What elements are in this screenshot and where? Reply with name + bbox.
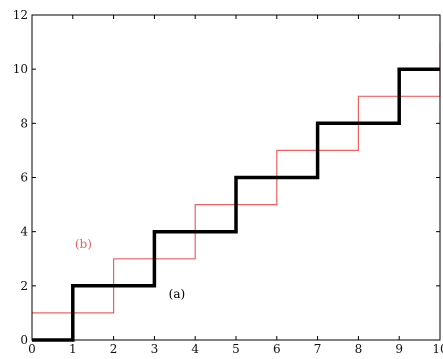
annotation-b: (b) <box>75 237 92 251</box>
x-tick-label: 9 <box>395 342 403 354</box>
y-tick-label: 8 <box>20 116 28 130</box>
x-tick-label: 4 <box>191 342 199 354</box>
y-tick-label: 12 <box>13 8 28 22</box>
x-tick-label: 3 <box>151 342 159 354</box>
annotations-layer: (a) (b) <box>75 237 185 301</box>
x-tick-label: 5 <box>232 342 240 354</box>
annotation-a: (a) <box>169 287 186 301</box>
x-tick-label: 1 <box>69 342 77 354</box>
x-tick-label: 7 <box>314 342 322 354</box>
x-tick-label: 8 <box>355 342 363 354</box>
y-tick-label: 6 <box>20 171 28 185</box>
x-tick-label: 10 <box>432 342 443 354</box>
ticks-layer: 012345678910024681012 <box>13 8 443 356</box>
y-tick-label: 2 <box>20 279 28 293</box>
series-line-a <box>32 67 440 342</box>
y-tick-label: 4 <box>20 225 28 239</box>
y-tick-label: 0 <box>20 333 28 347</box>
x-tick-label: 0 <box>28 342 36 354</box>
series-layer <box>32 42 441 342</box>
x-tick-label: 2 <box>110 342 118 354</box>
series-line-b <box>32 42 441 314</box>
x-tick-label: 6 <box>273 342 281 354</box>
y-tick-label: 10 <box>13 62 28 76</box>
